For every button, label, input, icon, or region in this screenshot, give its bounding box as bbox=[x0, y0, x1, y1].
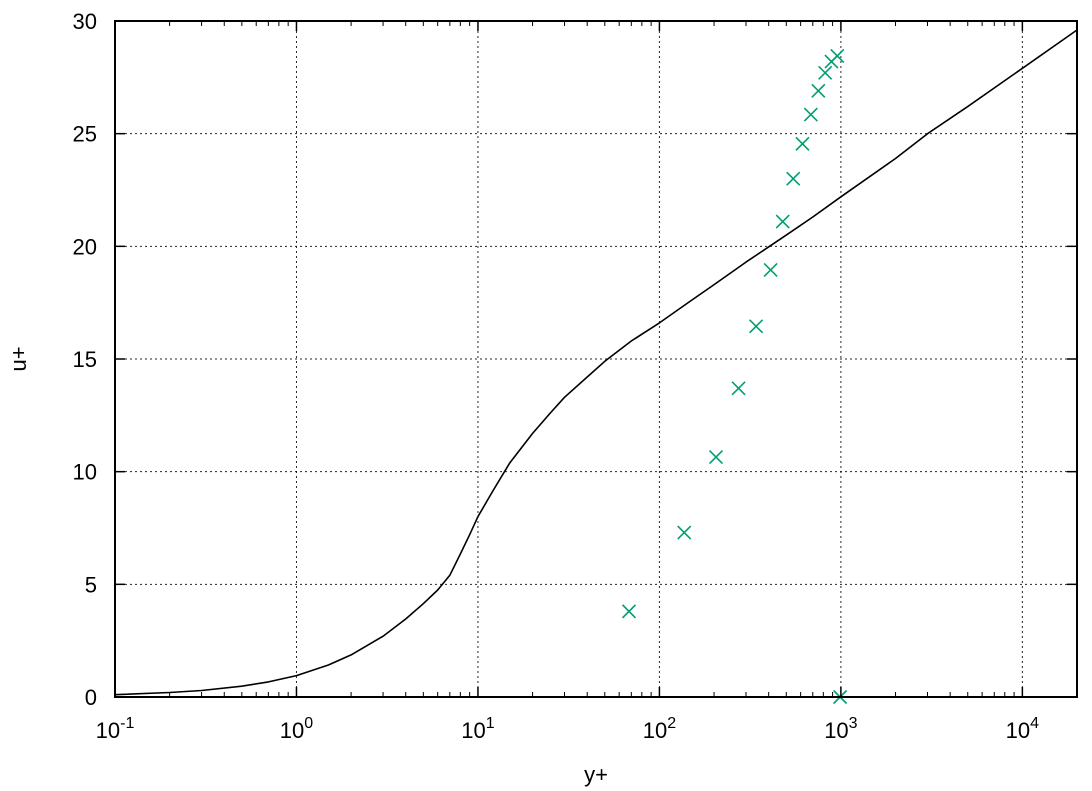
data-point bbox=[731, 381, 746, 396]
ticks bbox=[114, 20, 1078, 698]
data-point bbox=[811, 83, 826, 98]
x-axis-label: y+ bbox=[584, 762, 608, 787]
x-tick-label: 10-1 bbox=[96, 715, 135, 743]
data-point bbox=[803, 107, 818, 122]
y-axis-label: u+ bbox=[6, 346, 31, 371]
grid bbox=[115, 21, 1077, 697]
data-point bbox=[775, 214, 790, 229]
y-tick-label: 30 bbox=[73, 9, 97, 34]
y-tick-label: 10 bbox=[73, 460, 97, 485]
x-tick-label: 103 bbox=[824, 715, 857, 743]
y-tick-label: 20 bbox=[73, 234, 97, 259]
data-point bbox=[708, 449, 724, 465]
series-line bbox=[114, 29, 1078, 696]
data-point bbox=[621, 604, 637, 619]
y-tick-label: 5 bbox=[85, 572, 97, 597]
data-point bbox=[795, 136, 810, 151]
data-point bbox=[830, 48, 845, 63]
y-tick-label: 25 bbox=[73, 122, 97, 147]
data-point bbox=[749, 319, 764, 334]
x-tick-label: 100 bbox=[280, 715, 313, 743]
x-tick-label: 101 bbox=[461, 715, 494, 743]
data-point bbox=[786, 171, 801, 186]
data-point bbox=[677, 525, 692, 540]
y-tick-label: 15 bbox=[73, 347, 97, 372]
tick-labels: 10-1 100 101 102 103 104 0 5 10 15 20 25 30 bbox=[73, 9, 1040, 743]
series-layer bbox=[114, 29, 1078, 705]
y-tick-label: 0 bbox=[85, 685, 97, 710]
x-tick-label: 102 bbox=[643, 715, 676, 743]
x-tick-label: 104 bbox=[1006, 715, 1039, 743]
data-point bbox=[818, 65, 833, 80]
data-point bbox=[763, 262, 778, 278]
